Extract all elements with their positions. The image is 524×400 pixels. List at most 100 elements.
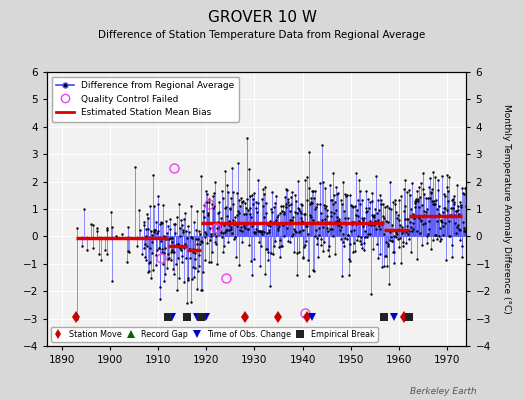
Point [333,218,342,224]
Point [342,221,350,227]
Point [439,232,447,238]
Point [367,222,375,228]
Point [233,212,242,218]
Point [289,226,298,232]
Point [290,249,298,256]
Point [341,215,349,221]
Point [193,208,201,214]
Point [295,249,303,256]
Point [354,196,363,203]
Point [444,198,452,204]
Point [246,211,254,217]
Point [421,220,429,227]
Point [432,218,441,224]
Point [334,222,342,228]
Point [451,208,460,214]
Point [217,215,226,221]
Point [243,196,251,202]
Point [191,256,199,262]
Point [345,258,354,264]
Point [385,280,393,287]
Point [319,179,327,185]
Point [457,253,466,260]
Point [353,207,362,213]
Point [453,207,462,213]
Point [258,231,267,238]
Point [174,200,183,207]
Point [329,170,337,177]
Point [310,195,318,202]
Point [374,197,382,203]
Point [130,164,139,170]
Point [400,176,409,183]
Point [185,245,193,252]
Point [352,220,360,227]
Point [366,218,375,224]
Point [210,202,218,209]
Point [355,218,363,224]
Point [262,245,270,252]
Point [292,250,301,256]
Point [135,207,143,213]
Point [189,264,198,270]
Point [453,182,461,188]
Point [118,231,126,237]
Point [268,189,277,196]
Point [323,212,332,219]
Point [257,243,265,249]
Point [375,207,384,214]
Point [160,233,168,240]
Point [420,212,429,218]
Point [276,237,285,243]
Point [222,227,230,234]
Point [461,227,470,233]
Point [454,203,462,210]
Point [233,223,241,229]
Point [376,251,384,258]
Point [188,276,196,282]
Point [403,222,411,229]
Point [215,209,223,215]
Point [318,142,326,148]
Point [162,236,170,242]
Point [252,199,260,205]
Point [209,205,217,211]
Point [221,229,229,236]
Point [285,219,293,226]
Point [176,224,184,231]
Point [417,218,425,224]
Point [209,204,217,210]
Point [434,176,442,183]
Point [407,205,416,212]
Point [294,205,303,212]
Point [182,254,190,261]
Point [320,202,328,208]
Point [378,219,387,225]
Point [405,228,413,234]
Point [140,241,149,247]
Point [440,205,448,211]
Point [391,197,399,203]
Point [87,221,95,228]
Point [144,225,152,232]
Point [392,209,401,215]
Point [182,243,191,249]
Point [411,204,420,210]
Point [234,160,243,166]
Point [235,262,244,268]
Point [204,212,212,218]
Point [338,273,346,279]
Point [138,250,146,257]
Point [238,199,246,205]
Point [219,249,227,255]
Point [166,216,174,222]
Point [443,172,452,178]
Point [279,233,288,239]
Point [329,233,337,239]
Point [328,209,336,216]
Point [410,215,418,221]
Point [248,272,256,278]
Point [309,188,318,194]
Point [183,275,192,281]
Point [454,222,463,228]
